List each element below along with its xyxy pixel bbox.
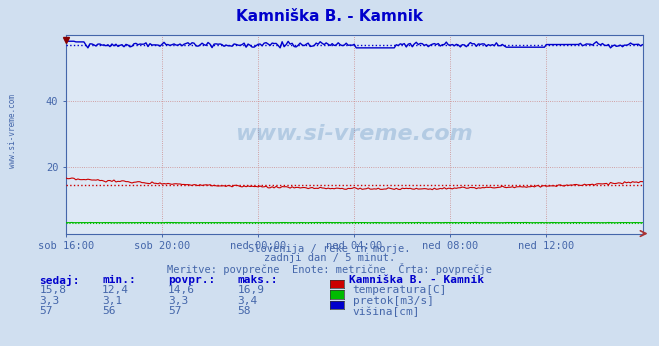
Text: 58: 58 <box>237 306 250 316</box>
Text: 56: 56 <box>102 306 115 316</box>
Text: 15,8: 15,8 <box>40 285 67 295</box>
Text: min.:: min.: <box>102 275 136 285</box>
Text: sedaj:: sedaj: <box>40 275 80 286</box>
Text: 3,4: 3,4 <box>237 296 258 306</box>
Text: višina[cm]: višina[cm] <box>353 306 420 317</box>
Text: 16,9: 16,9 <box>237 285 264 295</box>
Text: povpr.:: povpr.: <box>168 275 215 285</box>
Text: Meritve: povprečne  Enote: metrične  Črta: povprečje: Meritve: povprečne Enote: metrične Črta:… <box>167 263 492 275</box>
Text: 14,6: 14,6 <box>168 285 195 295</box>
Text: Slovenija / reke in morje.: Slovenija / reke in morje. <box>248 244 411 254</box>
Text: 57: 57 <box>168 306 181 316</box>
Text: zadnji dan / 5 minut.: zadnji dan / 5 minut. <box>264 253 395 263</box>
Text: 3,3: 3,3 <box>168 296 188 306</box>
Text: 12,4: 12,4 <box>102 285 129 295</box>
Text: Kamniška B. - Kamnik: Kamniška B. - Kamnik <box>349 275 484 285</box>
Text: 57: 57 <box>40 306 53 316</box>
Text: www.si-vreme.com: www.si-vreme.com <box>235 124 473 144</box>
Text: maks.:: maks.: <box>237 275 277 285</box>
Text: Kamniška B. - Kamnik: Kamniška B. - Kamnik <box>236 9 423 24</box>
Text: 3,3: 3,3 <box>40 296 60 306</box>
Text: pretok[m3/s]: pretok[m3/s] <box>353 296 434 306</box>
Text: 3,1: 3,1 <box>102 296 123 306</box>
Text: www.si-vreme.com: www.si-vreme.com <box>8 94 17 169</box>
Text: temperatura[C]: temperatura[C] <box>353 285 447 295</box>
